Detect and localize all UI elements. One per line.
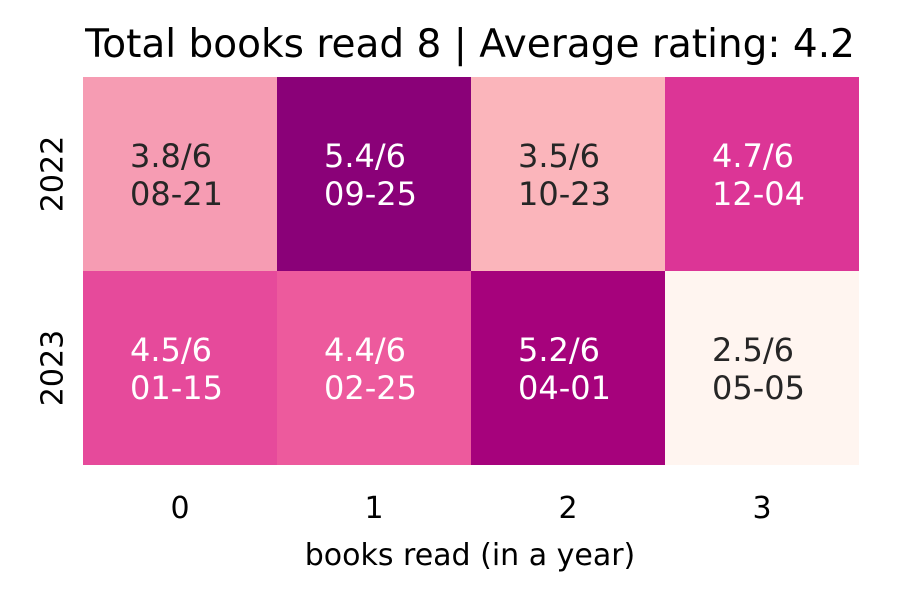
heatmap-cell [277, 77, 471, 271]
x-tick-labels: 0 1 2 3 [170, 491, 771, 526]
cell-annotation: 5.4/6 09-25 [324, 137, 417, 213]
heatmap-cell [83, 77, 277, 271]
heatmap-cell [471, 271, 665, 465]
chart-title: Total books read 8 | Average rating: 4.2 [84, 22, 855, 67]
heatmap-cell [665, 77, 859, 271]
cell-annotation: 4.4/6 02-25 [324, 331, 417, 407]
x-tick-label: 2 [558, 491, 577, 526]
cell-annotation: 4.5/6 01-15 [130, 331, 223, 407]
heatmap-cell [277, 271, 471, 465]
x-tick-label: 3 [752, 491, 771, 526]
x-tick-label: 0 [170, 491, 189, 526]
cell-annotation: 4.7/6 12-04 [712, 137, 805, 213]
cell-annotation: 5.2/6 04-01 [518, 331, 611, 407]
heatmap-cells: 3.8/6 08-21 5.4/6 09-25 3.5/6 10-23 4.7/6 12-04… [83, 77, 859, 465]
y-tick-label: 2023 [36, 330, 71, 406]
y-tick-label: 2022 [36, 136, 71, 212]
cell-annotation: 3.5/6 10-23 [518, 137, 611, 213]
heatmap-cell [471, 77, 665, 271]
heatmap-cell [83, 271, 277, 465]
y-tick-labels: 2022 2023 [36, 136, 71, 406]
x-tick-label: 1 [364, 491, 383, 526]
x-axis-label: books read (in a year) [305, 538, 636, 573]
cell-annotation: 3.8/6 08-21 [130, 137, 223, 213]
heatmap-cell [665, 271, 859, 465]
cell-annotation: 2.5/6 05-05 [712, 331, 805, 407]
